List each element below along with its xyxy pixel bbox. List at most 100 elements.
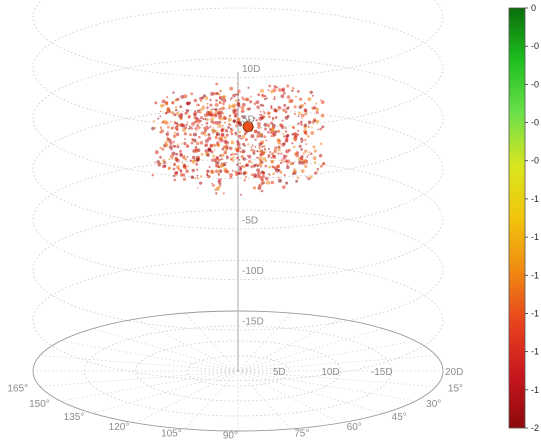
data-point (224, 152, 227, 155)
data-point (277, 145, 281, 149)
data-point (175, 122, 179, 125)
angle-spoke (135, 318, 239, 372)
data-point (244, 163, 248, 167)
data-point (225, 129, 229, 133)
data-point (247, 86, 250, 89)
angle-spoke (135, 370, 239, 424)
height-ring (32, 209, 444, 331)
data-point (186, 155, 189, 158)
data-point (219, 184, 222, 188)
data-point (177, 167, 180, 171)
data-point (259, 88, 264, 93)
angle-label: 120° (109, 422, 130, 433)
data-point (194, 110, 197, 113)
vertical-tick-label: 5D (242, 115, 255, 126)
data-point (211, 158, 215, 163)
data-point (223, 140, 227, 144)
data-point (237, 134, 241, 138)
data-point (299, 121, 303, 125)
data-point (263, 112, 266, 115)
data-point (220, 128, 224, 132)
data-point (283, 91, 286, 95)
data-point (277, 176, 280, 179)
data-point (258, 146, 261, 150)
data-point (313, 119, 317, 123)
data-point (166, 136, 169, 139)
data-point (190, 175, 195, 179)
data-point (260, 189, 264, 193)
data-point (251, 120, 254, 123)
data-point (294, 138, 297, 142)
colorbar-tick-label: -2 (531, 423, 539, 433)
colorbar-tick-label: -1 (531, 194, 539, 204)
data-point (198, 104, 200, 107)
data-point (215, 99, 218, 102)
data-point (235, 93, 238, 96)
data-point (215, 164, 218, 167)
data-point (205, 121, 209, 125)
angle-spoke (237, 318, 341, 372)
data-point (293, 112, 297, 116)
data-point (317, 128, 319, 131)
data-point (291, 126, 294, 128)
data-point (267, 147, 270, 150)
data-point (198, 135, 201, 139)
data-point (303, 102, 306, 105)
data-point (226, 161, 228, 164)
data-point (236, 140, 240, 144)
data-point (180, 173, 184, 177)
angle-label: 150° (29, 399, 50, 410)
data-point (300, 169, 305, 174)
data-point (267, 89, 270, 92)
data-point (168, 145, 173, 149)
data-point (270, 107, 273, 109)
data-point (271, 152, 274, 156)
colorbar-tick-label: -0 (531, 41, 539, 51)
height-ring (32, 159, 444, 280)
data-point (200, 175, 203, 178)
data-point (186, 121, 189, 124)
data-point (183, 132, 187, 136)
data-point (200, 111, 203, 114)
data-point (164, 141, 168, 145)
data-point (224, 148, 228, 152)
data-point (251, 144, 254, 147)
data-point (153, 120, 156, 123)
data-point (264, 160, 267, 163)
data-point (159, 103, 164, 108)
data-point (303, 123, 308, 128)
data-point (219, 138, 224, 143)
data-point (175, 98, 178, 101)
data-point (202, 118, 205, 120)
data-point (185, 112, 189, 115)
data-point (263, 148, 266, 151)
data-point (252, 186, 257, 190)
data-point (161, 99, 166, 104)
data-point (259, 103, 263, 107)
colorbar-tick-label: -0 (531, 156, 539, 166)
data-point (157, 117, 160, 120)
data-point (235, 148, 240, 152)
data-point (257, 125, 261, 129)
data-point (175, 171, 179, 175)
data-point (293, 132, 297, 135)
data-point (221, 124, 224, 127)
data-point (207, 133, 211, 137)
data-point (193, 132, 198, 137)
data-point (209, 103, 213, 107)
data-point (160, 129, 165, 133)
data-point (319, 142, 323, 146)
data-point (175, 132, 180, 137)
data-point (161, 147, 165, 151)
data-point (196, 124, 200, 128)
data-point (279, 161, 283, 165)
data-point (234, 170, 238, 174)
data-point (217, 169, 220, 173)
data-point (206, 169, 210, 173)
data-point (197, 177, 200, 180)
data-point (190, 127, 194, 130)
data-point (260, 115, 264, 120)
data-point (282, 132, 285, 135)
data-point (280, 159, 283, 162)
data-point (222, 112, 225, 115)
